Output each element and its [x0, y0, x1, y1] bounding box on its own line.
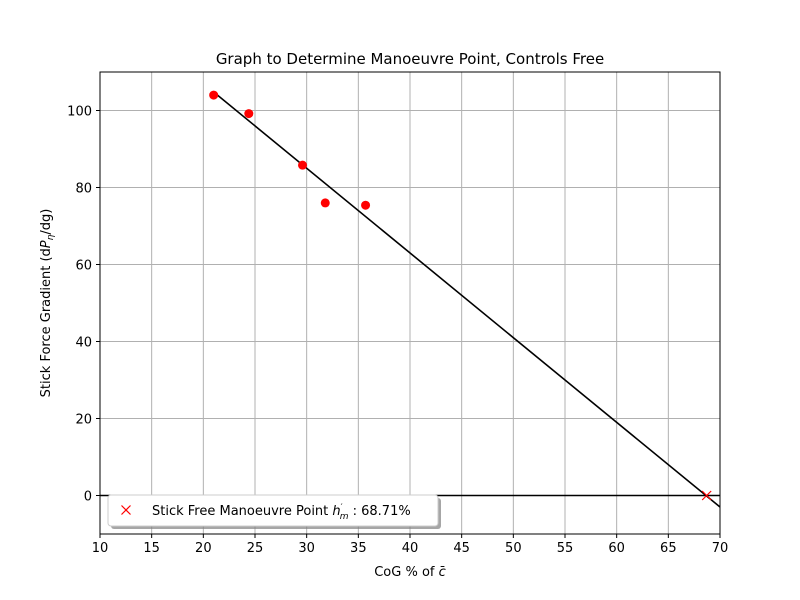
x-tick-label: 30 [298, 541, 315, 556]
y-axis-label: Stick Force Gradient (dPη/dg) [39, 209, 56, 398]
x-axis-label-symbol: c [439, 565, 446, 580]
x-tick-label: 50 [505, 541, 522, 556]
y-axis-label-subscript: η [46, 234, 56, 240]
series-line [213, 91, 721, 508]
x-tick-label: 60 [608, 541, 625, 556]
legend-label-prefix: Stick Free Manoeuvre Point [152, 504, 332, 519]
data-point [298, 160, 308, 170]
legend: Stick Free Manoeuvre Point h′ m : 68.71% [107, 494, 441, 529]
data-point [320, 198, 330, 208]
x-axis-label-prefix: CoG % of [374, 565, 438, 580]
x-marker-stroke [701, 490, 712, 501]
x-tick-label: 20 [195, 541, 212, 556]
y-axis-label-prefix: Stick Force Gradient (d [39, 248, 54, 397]
x-tick-label: 40 [402, 541, 419, 556]
x-tick-label: 45 [453, 541, 470, 556]
y-tick-label: 60 [75, 259, 92, 274]
x-tick-label: 25 [247, 541, 264, 556]
y-axis-label-suffix: /dg) [39, 209, 54, 235]
x-tick-label: 55 [557, 541, 574, 556]
data-point [361, 200, 371, 210]
axis-ticks: 10 15 20 25 30 35 40 45 50 55 60 65 70 0 20 40 60 80 100 [67, 105, 728, 557]
x-tick-label: 70 [712, 541, 729, 556]
x-tick-label: 10 [92, 541, 109, 556]
manoeuvre-point-marker [701, 490, 712, 501]
x-axis-label: CoG % of c̄ [374, 565, 446, 580]
y-tick-label: 20 [75, 413, 92, 428]
y-tick-label: 100 [67, 105, 92, 120]
y-tick-label: 80 [75, 182, 92, 197]
y-tick-label: 0 [84, 490, 92, 505]
x-tick-label: 35 [350, 541, 367, 556]
legend-label-prime: ′ [341, 503, 343, 513]
data-point [209, 90, 219, 100]
legend-x-marker [121, 505, 131, 515]
data-point [244, 109, 254, 119]
legend-marker-glyph [121, 505, 131, 515]
chart-title: Graph to Determine Manoeuvre Point, Cont… [216, 50, 604, 68]
legend-label-suffix: : 68.71% [348, 504, 410, 519]
x-tick-label: 65 [660, 541, 677, 556]
legend-label-subscript: m [340, 512, 349, 522]
legend-label: Stick Free Manoeuvre Point h′ m : 68.71% [152, 503, 411, 522]
y-tick-label: 40 [75, 336, 92, 351]
x-tick-label: 15 [143, 541, 160, 556]
x-marker-stroke [121, 505, 131, 515]
legend-box [107, 494, 439, 527]
legend-label-symbol: h [332, 504, 340, 519]
y-axis-label-symbol: P [39, 240, 54, 248]
